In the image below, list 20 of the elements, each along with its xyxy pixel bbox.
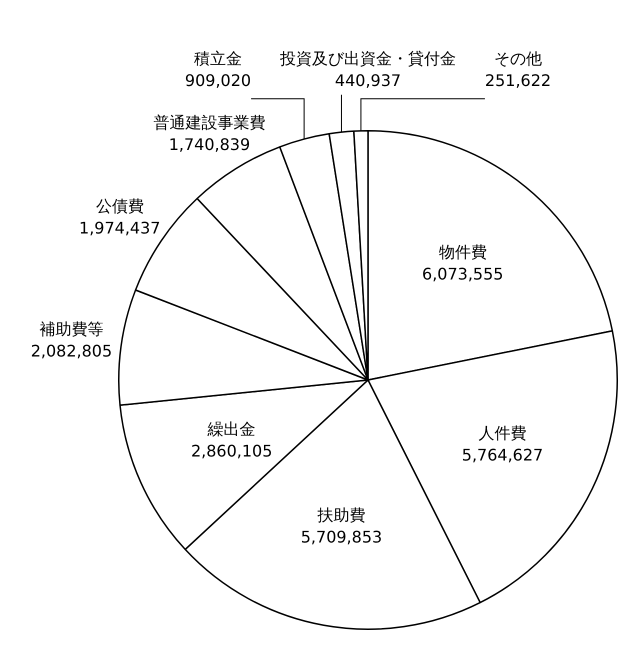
data-label: 2,860,105: [190, 442, 272, 461]
data-label: 5,764,627: [462, 446, 544, 465]
data-label: 909,020: [184, 70, 252, 90]
data-label: 6,073,555: [422, 264, 504, 284]
slice-label: 積立金: [194, 48, 242, 68]
data-label: 440,937: [334, 70, 402, 90]
slice-label: 公債費: [96, 196, 144, 216]
slice-label: 繰出金: [206, 420, 256, 439]
slice-label: 普通建設事業費: [153, 112, 266, 132]
data-label: 1,974,437: [79, 218, 160, 238]
slice-label: 人件費: [478, 424, 526, 443]
data-label: 2,082,805: [30, 341, 112, 360]
slice-label: 物件費: [438, 242, 487, 262]
data-label: 251,622: [484, 70, 552, 90]
slice-label: その他: [494, 48, 542, 68]
data-label: 1,740,839: [168, 134, 250, 154]
slice-label: 投資及び出資金・貸付金: [279, 48, 456, 68]
slice-label: 補助費等: [39, 319, 104, 338]
data-label: 5,709,853: [300, 527, 382, 546]
slice-label: 扶助費: [316, 505, 366, 524]
